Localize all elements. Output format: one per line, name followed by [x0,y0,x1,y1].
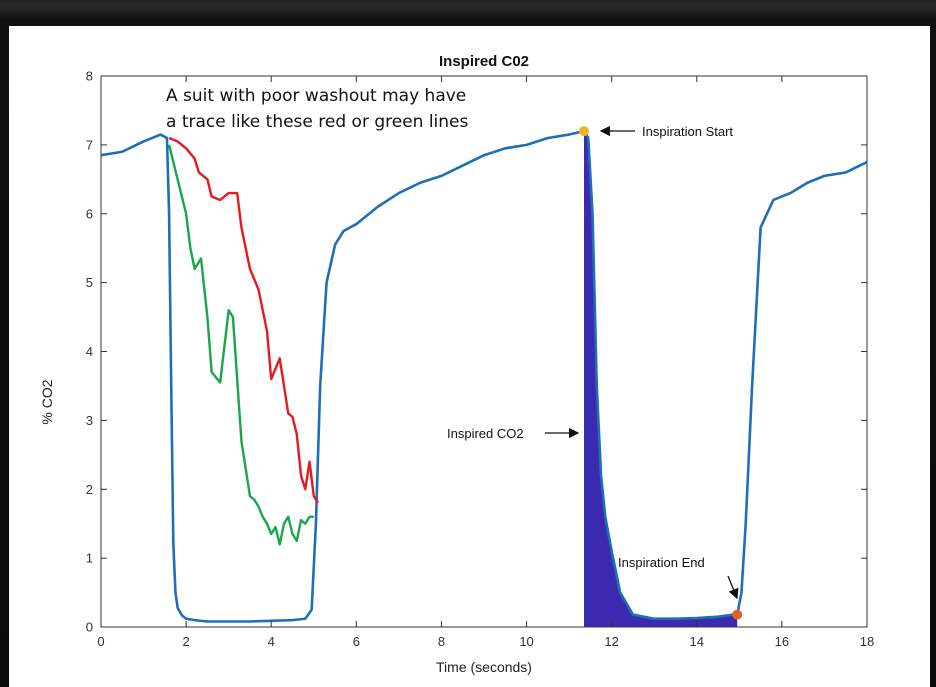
washout-note-line-1: A suit with poor washout may have [166,86,466,106]
x-tick-label: 0 [97,634,104,649]
x-tick-label: 8 [438,634,445,649]
inspiration-start-marker [579,126,590,137]
y-tick-label: 4 [86,344,93,359]
y-axis-ticks: 0 1 2 3 4 5 6 7 8 [86,69,867,635]
y-tick-label: 7 [86,137,93,152]
red-poor-washout-trace [168,136,320,504]
x-tick-label: 2 [182,634,189,649]
inspired-co2-label: Inspired CO2 [447,426,524,441]
washout-note-line-2: a trace like these red or green lines [166,112,469,132]
x-tick-label: 6 [353,634,360,649]
x-tick-label: 18 [860,634,874,649]
y-tick-label: 5 [86,275,93,290]
inspiration-start-label: Inspiration Start [642,124,733,139]
y-tick-label: 1 [86,551,93,566]
inspiration-end-label: Inspiration End [618,555,705,570]
x-tick-label: 4 [268,634,275,649]
x-axis-ticks: 0 2 4 6 8 10 12 14 16 18 [97,76,874,649]
green-poor-washout-trace [167,144,314,546]
marker-layer [579,126,743,620]
chart-title: Inspired C02 [439,53,529,70]
y-tick-label: 8 [86,69,93,84]
plot-frame [100,75,868,628]
inspiration-end-arrow [727,575,739,600]
x-axis-label: Time (seconds) [436,659,532,675]
x-tick-label: 10 [519,634,533,649]
x-tick-label: 14 [690,634,704,649]
y-tick-label: 2 [86,482,93,497]
x-tick-label: 12 [604,634,618,649]
y-tick-label: 3 [86,413,93,428]
y-axis-label: % CO2 [39,379,55,424]
inspired-co2-area-layer [584,131,738,627]
inspiration-end-marker [732,609,743,620]
y-tick-label: 0 [86,620,93,635]
x-tick-label: 16 [775,634,789,649]
inspired-co2-area [584,131,738,627]
y-tick-label: 6 [86,206,93,221]
